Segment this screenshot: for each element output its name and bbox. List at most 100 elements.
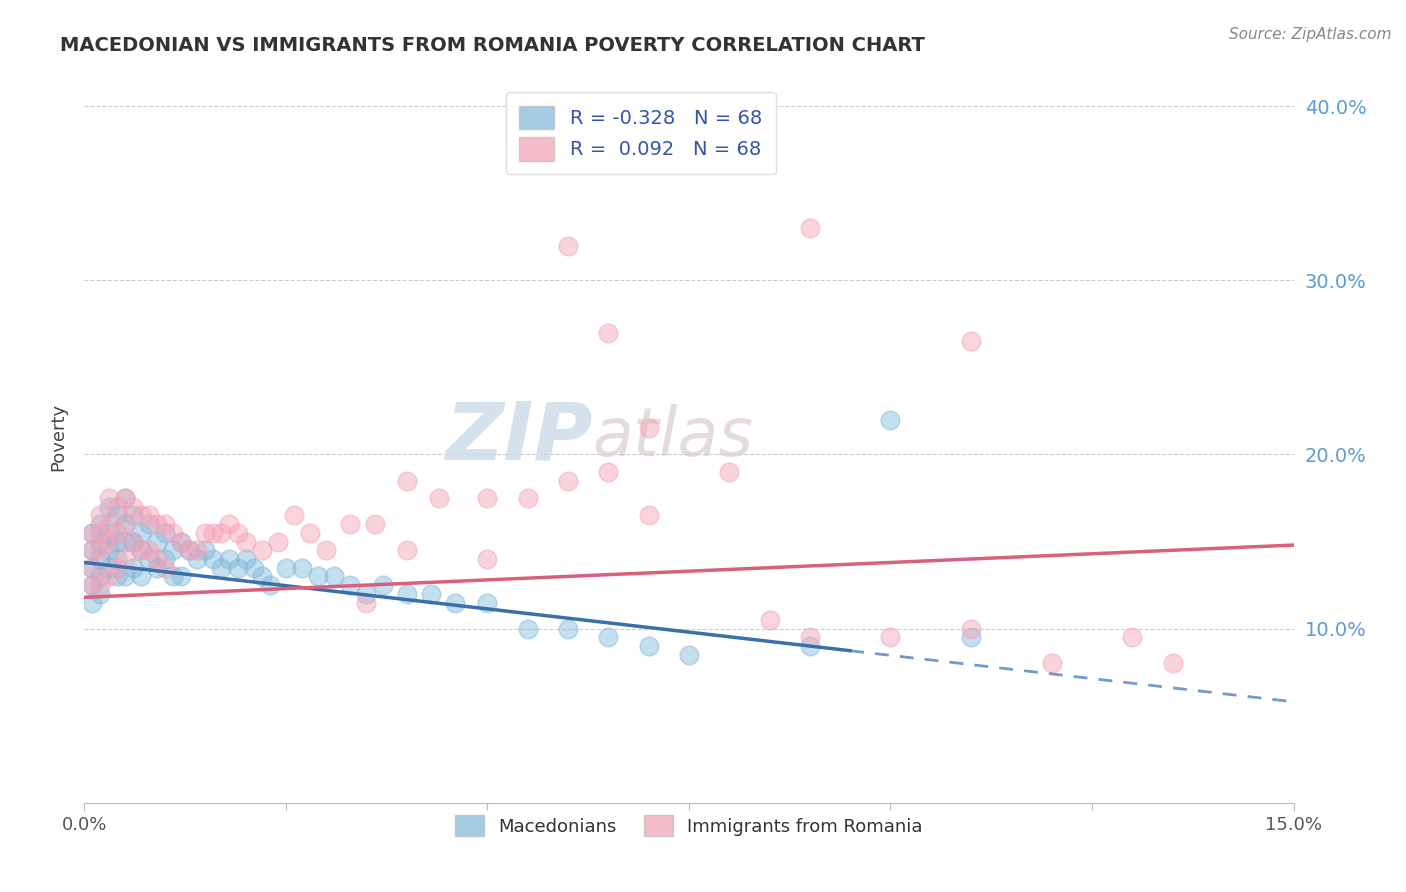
Point xyxy=(598,326,620,340)
Point xyxy=(226,560,249,574)
Point xyxy=(97,534,120,549)
Point xyxy=(194,543,217,558)
Point xyxy=(153,525,176,540)
Point xyxy=(82,578,104,592)
Point xyxy=(105,525,128,540)
Point xyxy=(879,631,901,645)
Point xyxy=(339,578,361,592)
Point xyxy=(153,552,176,566)
Point xyxy=(162,543,184,558)
Point xyxy=(146,517,169,532)
Point xyxy=(97,560,120,574)
Point xyxy=(395,543,418,558)
Point xyxy=(218,552,240,566)
Point xyxy=(235,534,257,549)
Point xyxy=(89,517,111,532)
Point xyxy=(89,525,111,540)
Point xyxy=(82,543,104,558)
Point xyxy=(242,560,264,574)
Point xyxy=(395,587,418,601)
Text: Source: ZipAtlas.com: Source: ZipAtlas.com xyxy=(1229,27,1392,42)
Point xyxy=(363,517,385,532)
Point xyxy=(82,578,104,592)
Point xyxy=(82,595,104,609)
Point xyxy=(799,631,821,645)
Point xyxy=(194,525,217,540)
Point xyxy=(186,543,208,558)
Point xyxy=(105,500,128,514)
Point xyxy=(637,639,659,653)
Point xyxy=(82,543,104,558)
Point xyxy=(97,491,120,505)
Point xyxy=(89,534,111,549)
Point xyxy=(678,648,700,662)
Point xyxy=(129,525,152,540)
Point xyxy=(477,552,499,566)
Point xyxy=(82,560,104,574)
Point xyxy=(226,525,249,540)
Point xyxy=(516,622,538,636)
Point xyxy=(557,622,579,636)
Point xyxy=(250,543,273,558)
Point xyxy=(146,560,169,574)
Point xyxy=(960,334,983,349)
Point xyxy=(153,517,176,532)
Point xyxy=(89,569,111,583)
Point xyxy=(179,543,201,558)
Point xyxy=(97,525,120,540)
Point xyxy=(121,534,143,549)
Point xyxy=(89,543,111,558)
Point xyxy=(89,587,111,601)
Point xyxy=(637,421,659,435)
Point xyxy=(1040,657,1063,671)
Point xyxy=(121,560,143,574)
Point xyxy=(371,578,394,592)
Point xyxy=(121,534,143,549)
Point xyxy=(105,508,128,523)
Point xyxy=(879,412,901,426)
Point xyxy=(395,474,418,488)
Point xyxy=(758,613,780,627)
Point xyxy=(138,543,160,558)
Point xyxy=(557,238,579,252)
Point xyxy=(259,578,281,592)
Point xyxy=(477,491,499,505)
Point xyxy=(97,517,120,532)
Point xyxy=(138,552,160,566)
Point xyxy=(179,543,201,558)
Point xyxy=(557,474,579,488)
Point xyxy=(105,569,128,583)
Point xyxy=(82,525,104,540)
Point xyxy=(121,508,143,523)
Point xyxy=(89,552,111,566)
Point xyxy=(202,552,225,566)
Point xyxy=(637,508,659,523)
Point xyxy=(105,560,128,574)
Point xyxy=(315,543,337,558)
Point xyxy=(114,517,136,532)
Point xyxy=(339,517,361,532)
Point xyxy=(299,525,322,540)
Y-axis label: Poverty: Poverty xyxy=(49,403,67,471)
Point xyxy=(129,543,152,558)
Point xyxy=(138,517,160,532)
Point xyxy=(114,552,136,566)
Point xyxy=(307,569,329,583)
Point xyxy=(218,517,240,532)
Point xyxy=(799,221,821,235)
Point xyxy=(129,508,152,523)
Point xyxy=(114,491,136,505)
Point xyxy=(114,534,136,549)
Point xyxy=(114,569,136,583)
Point xyxy=(444,595,467,609)
Point xyxy=(598,465,620,479)
Point xyxy=(598,631,620,645)
Point xyxy=(129,569,152,583)
Point xyxy=(97,500,120,514)
Point xyxy=(427,491,450,505)
Point xyxy=(129,543,152,558)
Point xyxy=(170,534,193,549)
Point xyxy=(153,560,176,574)
Point xyxy=(162,525,184,540)
Text: MACEDONIAN VS IMMIGRANTS FROM ROMANIA POVERTY CORRELATION CHART: MACEDONIAN VS IMMIGRANTS FROM ROMANIA PO… xyxy=(60,36,925,54)
